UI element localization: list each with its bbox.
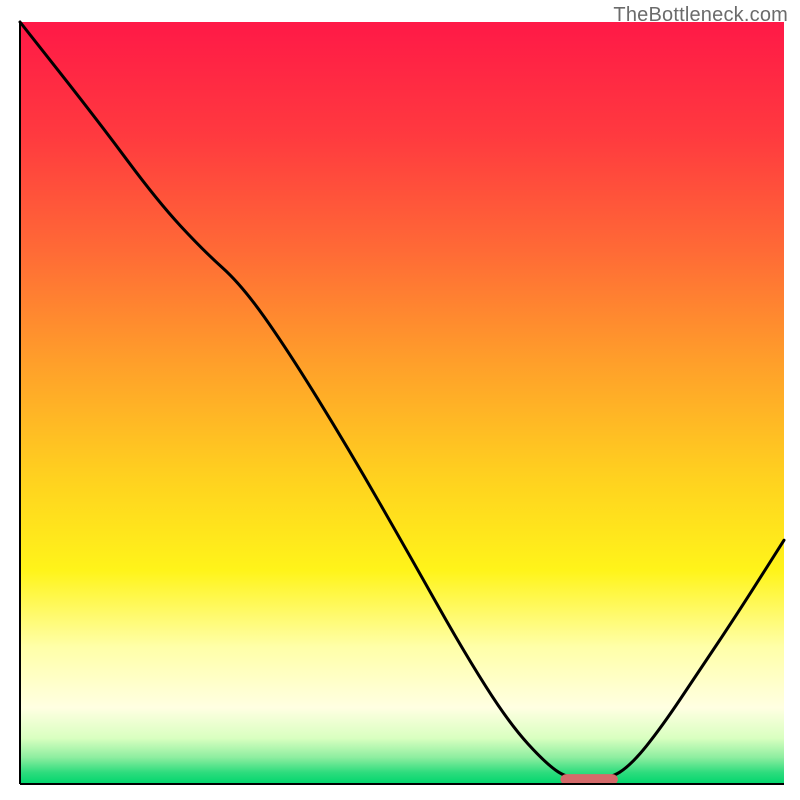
plot-background [20,22,784,784]
gradient-line-chart [0,0,800,800]
chart-container: TheBottleneck.com [0,0,800,800]
watermark-label: TheBottleneck.com [613,4,788,27]
